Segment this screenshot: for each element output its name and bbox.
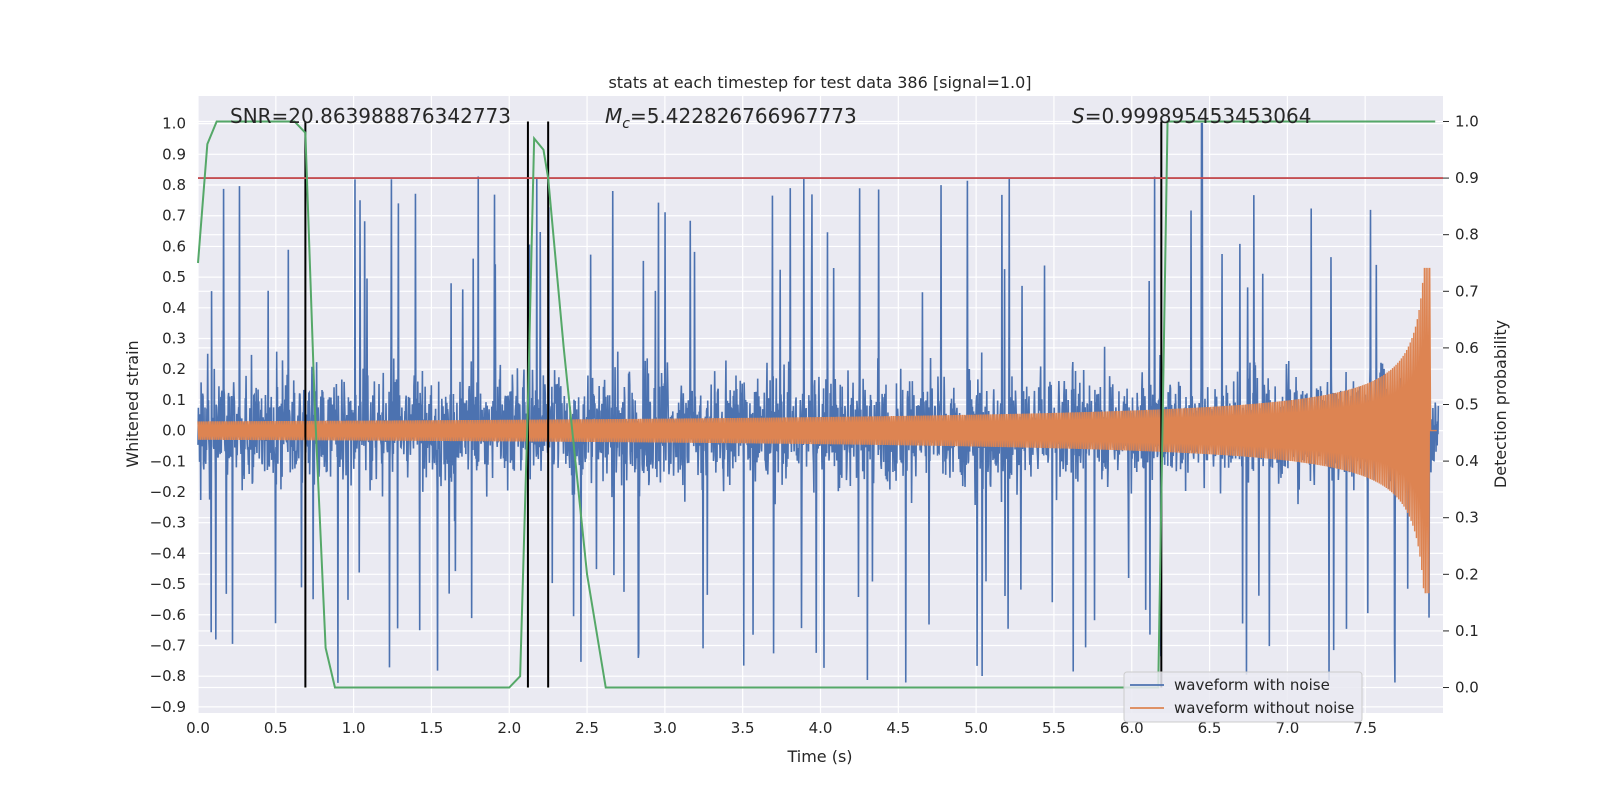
- y-tick-label: 0.3: [162, 330, 186, 348]
- y-tick-label: −0.3: [150, 514, 186, 532]
- x-tick-label: 4.5: [886, 719, 910, 737]
- y-tick-label: 0.7: [162, 207, 186, 225]
- right-tick-label: 0.5: [1455, 396, 1479, 414]
- legend-box: [1123, 671, 1363, 723]
- chirp-mass-annotation: Mc=5.422826766967773: [605, 104, 857, 132]
- y-tick-label: 0.2: [162, 360, 186, 378]
- right-axis-label: Detection probability: [1491, 320, 1510, 488]
- x-tick-label: 2.0: [497, 719, 521, 737]
- y-tick-label: −0.1: [150, 452, 186, 470]
- x-tick-label: 7.5: [1353, 719, 1377, 737]
- legend-label-clean: waveform without noise: [1174, 699, 1354, 717]
- right-tick-label: 0.3: [1455, 509, 1479, 527]
- significance-symbol: S: [1072, 104, 1085, 128]
- x-axis-label: Time (s): [786, 747, 852, 766]
- right-tick-label: 0.8: [1455, 226, 1479, 244]
- x-tick-label: 6.0: [1120, 719, 1144, 737]
- y-tick-label: 0.9: [162, 145, 186, 163]
- right-tick-label: 1.0: [1455, 112, 1479, 130]
- x-tick-label: 1.0: [342, 719, 366, 737]
- chirp-mass-subscript: c: [622, 116, 630, 132]
- y-tick-label: −0.7: [150, 636, 186, 654]
- right-tick-label: 0.0: [1455, 679, 1479, 697]
- x-tick-label: 2.5: [575, 719, 599, 737]
- x-tick-label: 3.0: [653, 719, 677, 737]
- x-tick-label: 3.5: [731, 719, 755, 737]
- y-tick-label: 0.8: [162, 176, 186, 194]
- y-tick-label: 0.0: [162, 422, 186, 440]
- significance-annotation: S=0.999895453453064: [1072, 104, 1311, 128]
- y-tick-label: −0.4: [150, 544, 186, 562]
- right-tick-label: 0.9: [1455, 169, 1479, 187]
- y-axis-label: Whitened strain: [123, 340, 142, 467]
- y-tick-label: 1.0: [162, 115, 186, 133]
- significance-value: =0.999895453453064: [1085, 104, 1312, 128]
- y-tick-label: 0.6: [162, 237, 186, 255]
- detection-probability-line: [197, 120, 1436, 689]
- y-tick-label: −0.5: [150, 575, 186, 593]
- y-tick-label: −0.8: [150, 667, 186, 685]
- x-axis-ticks: 0.0 0.5 1.0 1.5 2.0 2.5 3.0 3.5 4.0 4.5 5.0 5.5 6.0 6…: [186, 719, 1377, 737]
- x-tick-label: 5.5: [1042, 719, 1066, 737]
- series-detection-probability: [197, 120, 1443, 689]
- y-tick-label: 0.5: [162, 268, 186, 286]
- clean-waveform-line: [197, 267, 1437, 594]
- chart-title: stats at each timestep for test data 386…: [608, 73, 1031, 92]
- right-tick-label: 0.7: [1455, 282, 1479, 300]
- right-axis-ticks: 1.0 0.9 0.8 0.7 0.6 0.5 0.4 0.3 0.2 0.1 0.0: [1443, 112, 1479, 697]
- y-tick-label: 0.4: [162, 299, 186, 317]
- x-tick-label: 6.5: [1198, 719, 1222, 737]
- x-tick-label: 1.5: [420, 719, 444, 737]
- legend: waveform with noise waveform without noi…: [1123, 671, 1363, 723]
- right-tick-label: 0.2: [1455, 565, 1479, 583]
- snr-annotation: SNR=20.863988876342773: [230, 104, 511, 128]
- chirp-mass-value: =5.422826766967773: [630, 104, 857, 128]
- x-tick-label: 5.0: [964, 719, 988, 737]
- series-waveform-without-noise: [197, 267, 1437, 594]
- y-tick-label: −0.9: [150, 698, 186, 716]
- x-tick-label: 4.0: [809, 719, 833, 737]
- x-tick-label: 7.0: [1275, 719, 1299, 737]
- x-tick-label: 0.0: [186, 719, 210, 737]
- y-tick-label: −0.6: [150, 606, 186, 624]
- right-tick-label: 0.6: [1455, 339, 1479, 357]
- legend-label-noise: waveform with noise: [1174, 676, 1330, 694]
- chirp-mass-symbol: M: [605, 104, 622, 128]
- y-axis-ticks: 1.0 0.9 0.8 0.7 0.6 0.5 0.4 0.3 0.2 0.1 0.0 −0.1 −0.…: [150, 115, 186, 716]
- y-tick-label: −0.2: [150, 483, 186, 501]
- y-tick-label: 0.1: [162, 391, 186, 409]
- right-tick-label: 0.1: [1455, 622, 1479, 640]
- right-tick-label: 0.4: [1455, 452, 1479, 470]
- x-tick-label: 0.5: [264, 719, 288, 737]
